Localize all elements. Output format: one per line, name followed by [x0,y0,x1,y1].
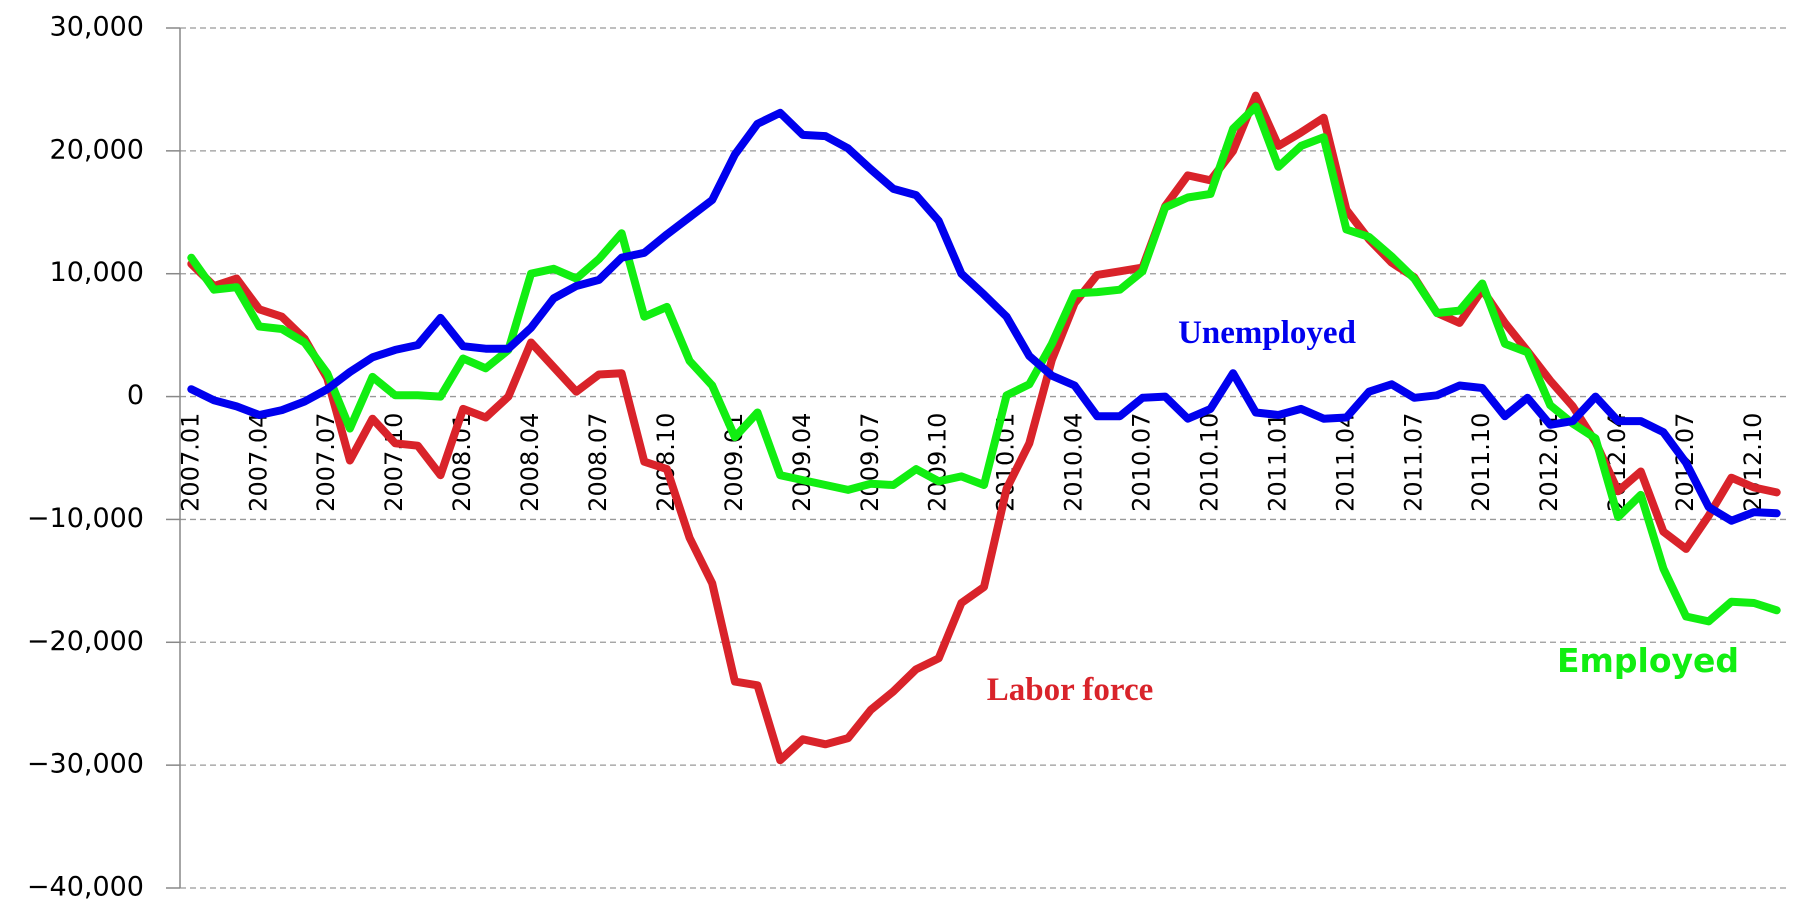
series-line [187,108,1781,525]
x-tick-label: 2012.10 [1739,413,1767,512]
x-tick-label: 2008.04 [516,413,544,512]
x-tick-label: 2012.01 [1535,413,1563,512]
x-tick-label: 2007.07 [312,413,340,512]
x-tick-label: 2009.04 [788,413,816,512]
series-label: Unemployed [1178,315,1356,351]
x-tick-label: 2008.07 [584,413,612,512]
x-tick-label: 2010.04 [1060,413,1088,512]
x-tick-label: 2011.10 [1467,413,1495,512]
x-tick-label: 2007.01 [176,413,204,512]
y-tick-label: −40,000 [27,872,144,903]
y-tick-label: −10,000 [27,503,144,534]
x-tick-label: 2008.01 [448,413,476,512]
y-tick-label: −30,000 [27,749,144,780]
x-tick-label: 2007.04 [244,413,272,512]
y-tick-label: 20,000 [50,134,144,165]
y-tick-label: 0 [127,380,144,411]
series-line [187,102,1781,626]
series-line [187,91,1781,765]
x-tick-label: 2009.10 [924,413,952,512]
y-tick-label: −20,000 [27,626,144,657]
x-tick-label: 2009.07 [856,413,884,512]
x-tick-label: 2010.07 [1128,413,1156,512]
x-tick-label: 2010.10 [1195,413,1223,512]
x-tick-label: 2011.01 [1263,413,1291,512]
y-tick-label: 30,000 [50,12,144,43]
x-tick-label: 2011.04 [1331,413,1359,512]
series-label: Labor force [987,672,1154,708]
series-label: Employed [1557,641,1739,680]
x-tick-label: 2011.07 [1399,413,1427,512]
y-tick-label: 10,000 [50,257,144,288]
